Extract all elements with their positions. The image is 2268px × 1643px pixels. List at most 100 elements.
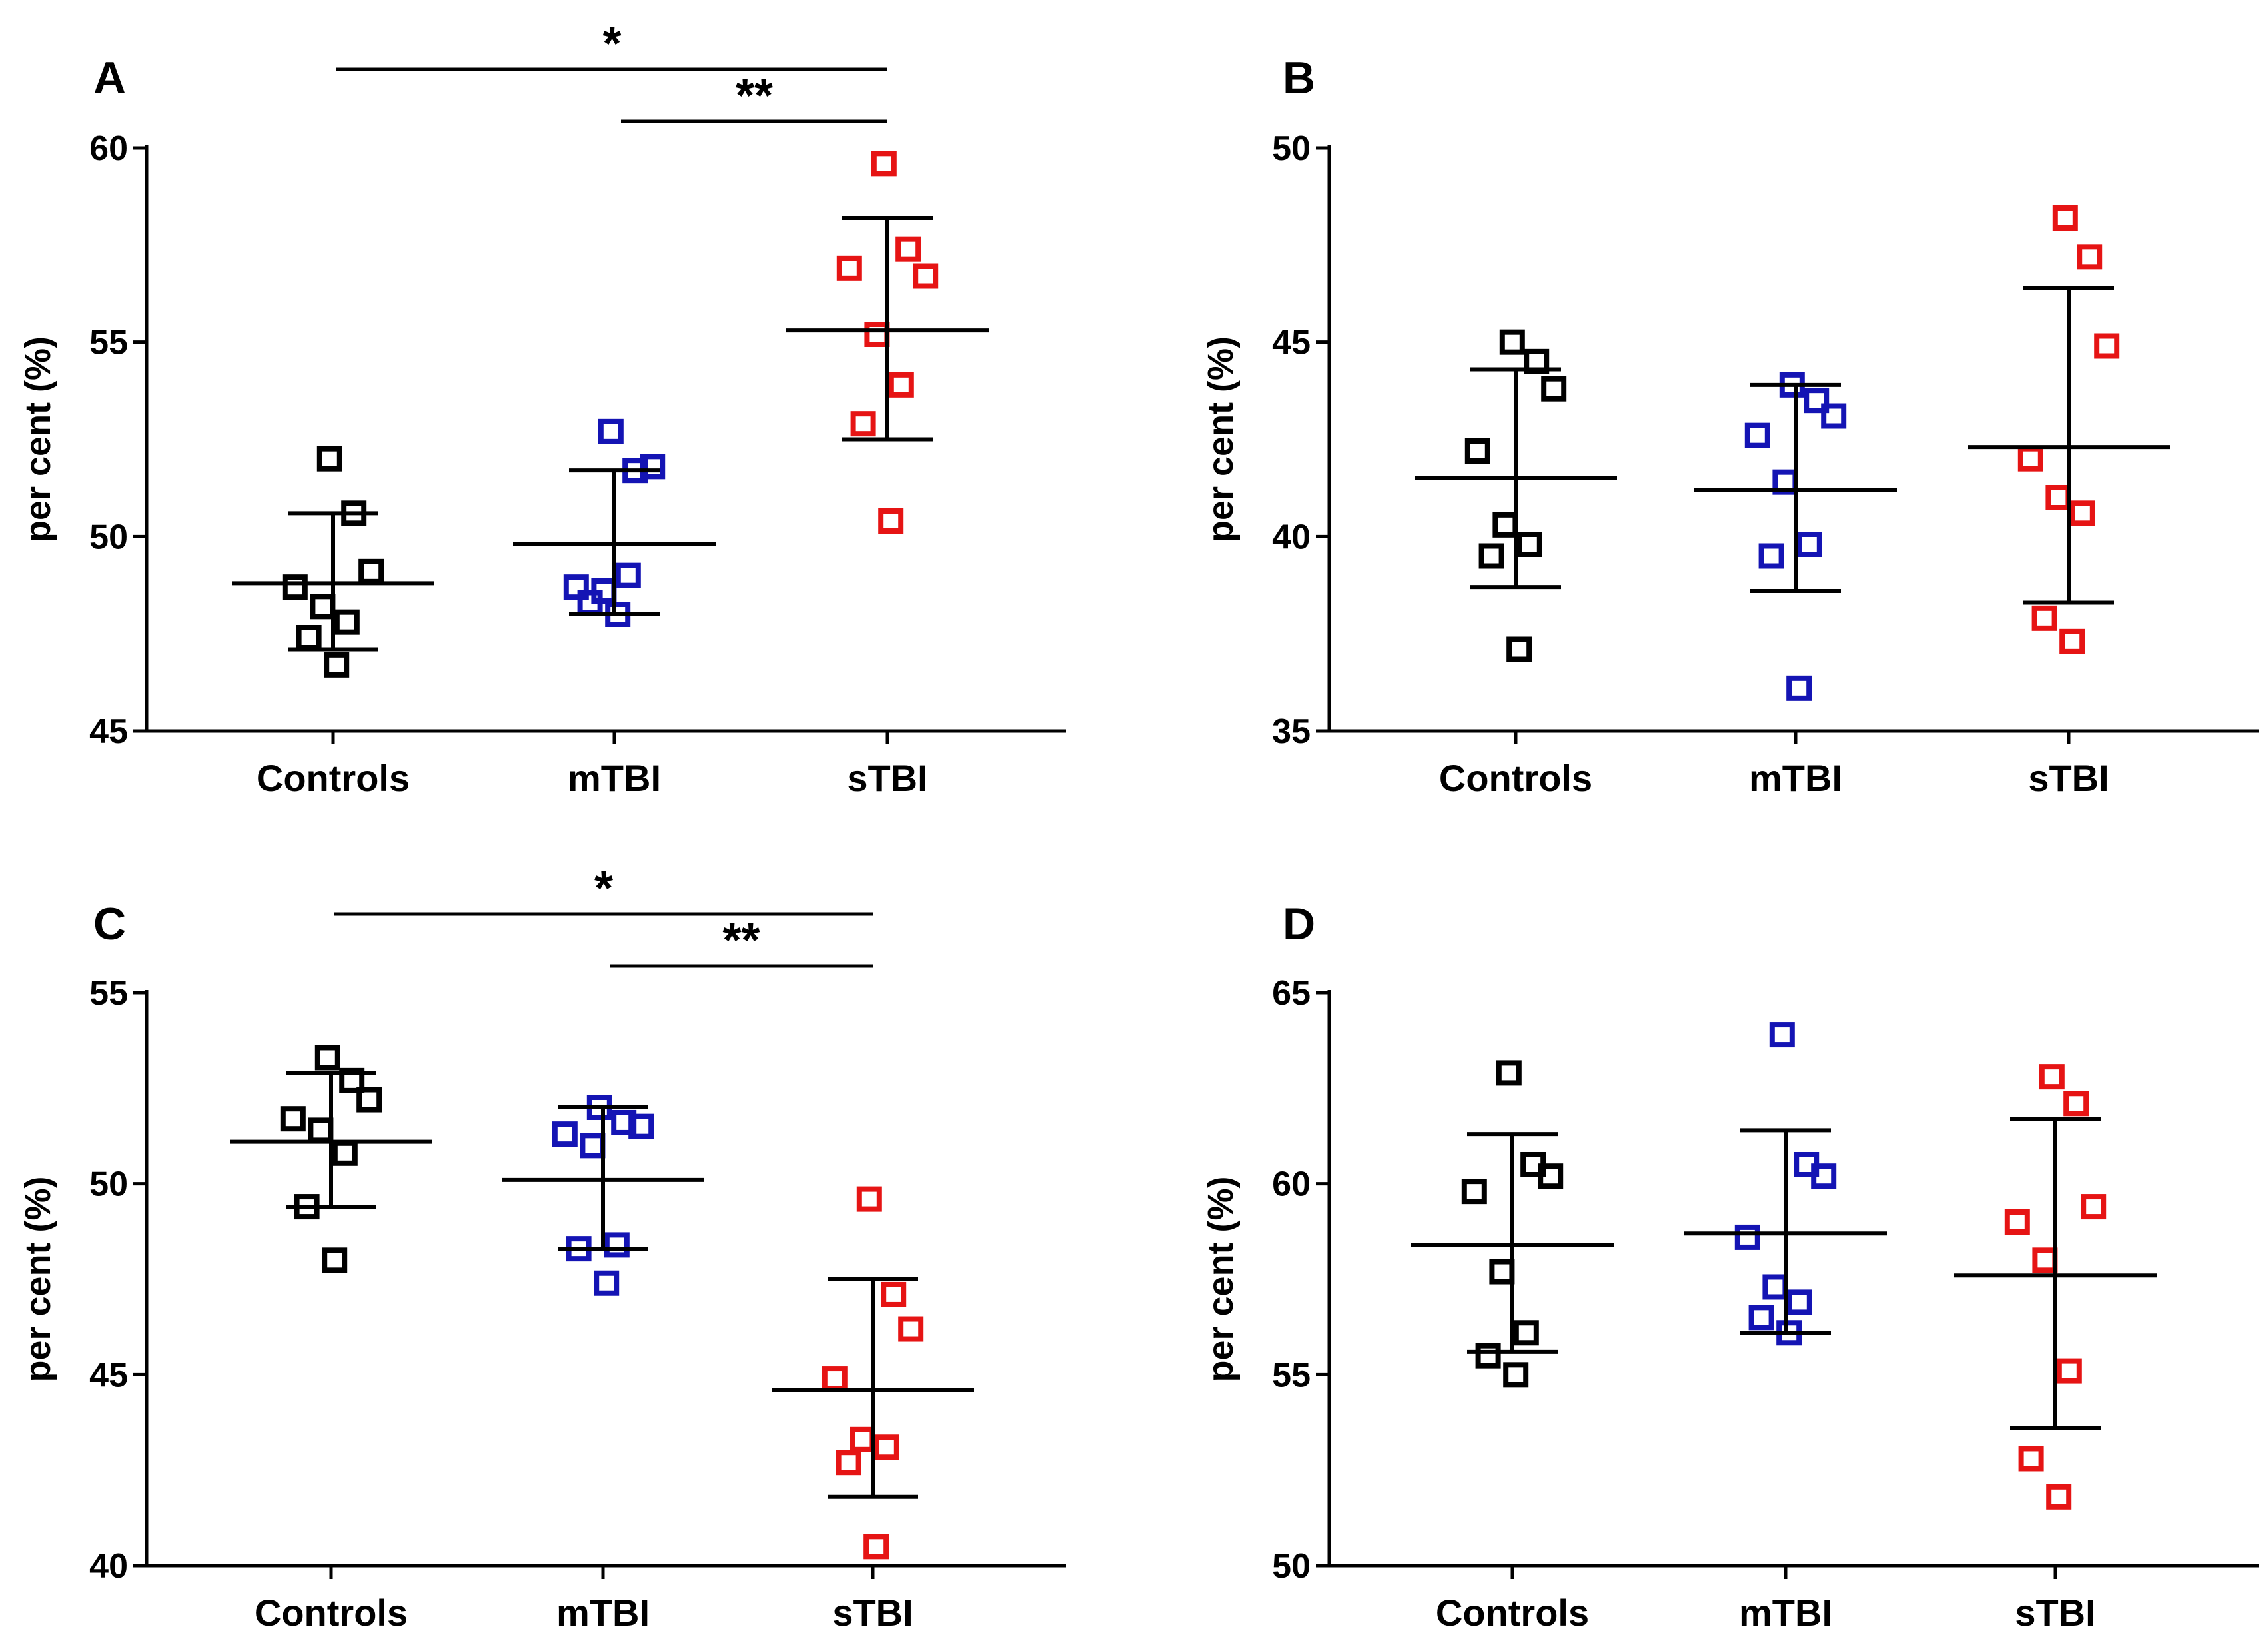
data-point — [334, 609, 360, 635]
data-point — [282, 574, 308, 600]
data-point — [1506, 636, 1532, 662]
data-point — [1821, 403, 1847, 429]
significance-label: ** — [736, 69, 773, 123]
significance-label: * — [594, 862, 613, 915]
data-point — [822, 1366, 848, 1392]
data-point — [2052, 205, 2078, 231]
category-label-controls: Controls — [1439, 757, 1592, 799]
y-tick-label: 50 — [89, 1165, 128, 1204]
data-point — [1478, 543, 1504, 569]
data-point — [850, 1426, 875, 1452]
data-point — [2069, 500, 2095, 526]
data-point — [2017, 446, 2043, 472]
data-point — [1538, 1163, 1564, 1189]
y-tick-label: 45 — [1272, 324, 1311, 362]
category-label-controls: Controls — [257, 757, 410, 799]
data-point — [308, 1117, 334, 1143]
data-point — [563, 574, 589, 600]
data-point — [1516, 532, 1542, 557]
y-tick-label: 45 — [89, 712, 128, 751]
category-label-mtbi: mTBI — [1739, 1592, 1832, 1634]
series-controls — [230, 1045, 432, 1273]
data-point — [594, 1270, 620, 1296]
data-point — [836, 1450, 861, 1476]
data-point — [864, 322, 890, 347]
category-label-stbi: sTBI — [847, 757, 927, 799]
data-point — [1475, 1343, 1501, 1369]
data-point — [895, 236, 921, 262]
series-mtbi — [1684, 1022, 1887, 1346]
panel-label-c: C — [93, 899, 126, 949]
chart-panel-b: B 35 40 45 50 Controls mTBI sTBI per cent (%) — [1201, 53, 2259, 799]
data-point — [836, 255, 862, 281]
data-point — [1541, 376, 1567, 402]
data-point — [310, 594, 336, 620]
data-point — [1513, 1320, 1539, 1346]
y-tick-label: 45 — [89, 1356, 128, 1394]
panel-label-b: B — [1283, 53, 1315, 103]
series-mtbi — [1694, 372, 1897, 701]
data-point — [2032, 1247, 2058, 1273]
data-point — [1461, 1179, 1487, 1205]
y-tick-label: 65 — [1272, 974, 1311, 1013]
data-point — [2045, 485, 2071, 510]
y-axis-label: per cent (%) — [1201, 336, 1241, 542]
data-point — [628, 1113, 654, 1139]
data-point — [615, 562, 641, 588]
data-point — [913, 263, 939, 289]
category-label-stbi: sTBI — [2028, 757, 2109, 799]
data-point — [871, 151, 897, 177]
category-label-mtbi: mTBI — [1749, 757, 1842, 799]
data-point — [1734, 1224, 1760, 1250]
data-point — [1796, 532, 1822, 557]
y-tick-label: 35 — [1272, 712, 1311, 751]
data-point — [316, 446, 342, 472]
data-point — [322, 1247, 348, 1273]
data-point — [2077, 244, 2103, 270]
data-point — [324, 652, 350, 678]
y-tick-label: 50 — [1272, 1547, 1311, 1586]
category-label-stbi: sTBI — [832, 1592, 913, 1634]
y-tick-label: 60 — [1272, 1165, 1311, 1204]
data-point — [1489, 1259, 1515, 1285]
chart-panel-d: D 50 55 60 65 Controls mTBI sTBI per cent (%) — [1201, 899, 2259, 1634]
data-point — [1758, 543, 1784, 569]
data-point — [2063, 1091, 2089, 1117]
data-point — [873, 1434, 899, 1460]
data-point — [580, 1133, 606, 1159]
data-point — [850, 411, 876, 437]
y-tick-label: 55 — [89, 324, 128, 362]
series-mtbi — [513, 418, 716, 627]
series-stbi — [772, 1186, 974, 1560]
data-point — [2059, 628, 2085, 654]
data-point — [2094, 333, 2120, 359]
panel-label-d: D — [1283, 899, 1315, 949]
y-tick-label: 55 — [89, 974, 128, 1013]
data-point — [1524, 348, 1550, 374]
y-tick-label: 50 — [1272, 129, 1311, 168]
y-axis-label: per cent (%) — [18, 336, 58, 542]
y-axis-label: per cent (%) — [18, 1176, 58, 1382]
data-point — [1499, 329, 1525, 355]
series-stbi — [1954, 1064, 2157, 1510]
data-point — [604, 1232, 630, 1258]
data-point — [332, 1140, 358, 1166]
significance-label: * — [602, 17, 621, 71]
data-point — [296, 625, 322, 650]
category-label-controls: Controls — [255, 1592, 408, 1634]
significance-label: ** — [722, 914, 760, 967]
series-controls — [1411, 1060, 1614, 1388]
data-point — [2039, 1064, 2065, 1090]
data-point — [280, 1106, 306, 1132]
data-point — [2004, 1209, 2030, 1235]
series-controls — [232, 446, 434, 678]
y-tick-label: 60 — [89, 129, 128, 168]
data-point — [863, 1534, 889, 1560]
data-point — [1492, 512, 1518, 538]
data-point — [356, 1087, 382, 1113]
data-point — [1811, 1163, 1837, 1189]
data-point — [1769, 1022, 1795, 1048]
panel-label-a: A — [93, 53, 126, 103]
data-point — [314, 1045, 340, 1071]
